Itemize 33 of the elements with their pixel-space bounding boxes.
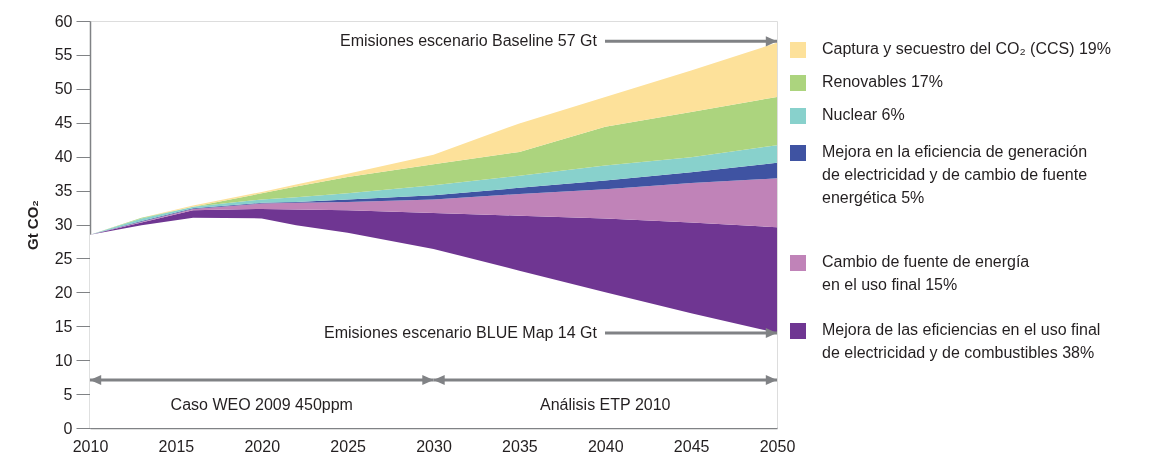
- x-tick-label: 2015: [158, 437, 195, 455]
- legend-label: Cambio de fuente de energía en el uso final 15%: [822, 253, 1030, 293]
- x-tick-label: 2045: [673, 437, 710, 455]
- y-tick-label: 0: [63, 419, 73, 437]
- y-tick-label: 50: [54, 80, 73, 98]
- y-tick-label: 40: [54, 148, 73, 166]
- x-tick-label: 2025: [330, 437, 367, 455]
- y-axis-title: Gt CO₂: [23, 200, 41, 250]
- legend-label: Captura y secuestro del CO₂ (CCS) 19%: [822, 40, 1111, 57]
- y-tick-label: 15: [54, 317, 73, 335]
- x-tick-label: 2020: [244, 437, 281, 455]
- legend-label: Renovables 17%: [822, 73, 943, 90]
- x-tick-label: 2010: [72, 437, 109, 455]
- legend-label: Mejora en la eficiencia de generación de electricidad y de cambio de fuente energética 5%: [822, 143, 1088, 206]
- y-tick-label: 55: [54, 46, 73, 64]
- y-tick-label: 45: [54, 114, 73, 132]
- legend-label: Mejora de las eficiencias en el uso final de electricidad y de combustibles 38%: [822, 321, 1101, 361]
- y-tick-label: 5: [63, 385, 73, 403]
- legend-label: Nuclear 6%: [822, 106, 905, 123]
- annotation: Emisiones escenario Baseline 57 Gt: [339, 32, 598, 50]
- y-tick-label: 35: [54, 182, 73, 200]
- y-tick-label: 10: [54, 351, 73, 369]
- y-tick-label: 60: [54, 12, 73, 30]
- annotation: Emisiones escenario BLUE Map 14 Gt: [323, 324, 598, 342]
- y-tick-label: 25: [54, 249, 73, 267]
- annotation: Análisis ETP 2010: [540, 396, 671, 413]
- y-tick-label: 20: [54, 283, 73, 301]
- annotation: Caso WEO 2009 450ppm: [170, 396, 353, 413]
- x-tick-label: 2035: [502, 437, 538, 455]
- x-tick-label: 2040: [587, 437, 624, 455]
- y-tick-label: 30: [54, 216, 73, 233]
- x-tick-label: 2030: [416, 437, 452, 455]
- x-tick-label: 2050: [759, 437, 796, 455]
